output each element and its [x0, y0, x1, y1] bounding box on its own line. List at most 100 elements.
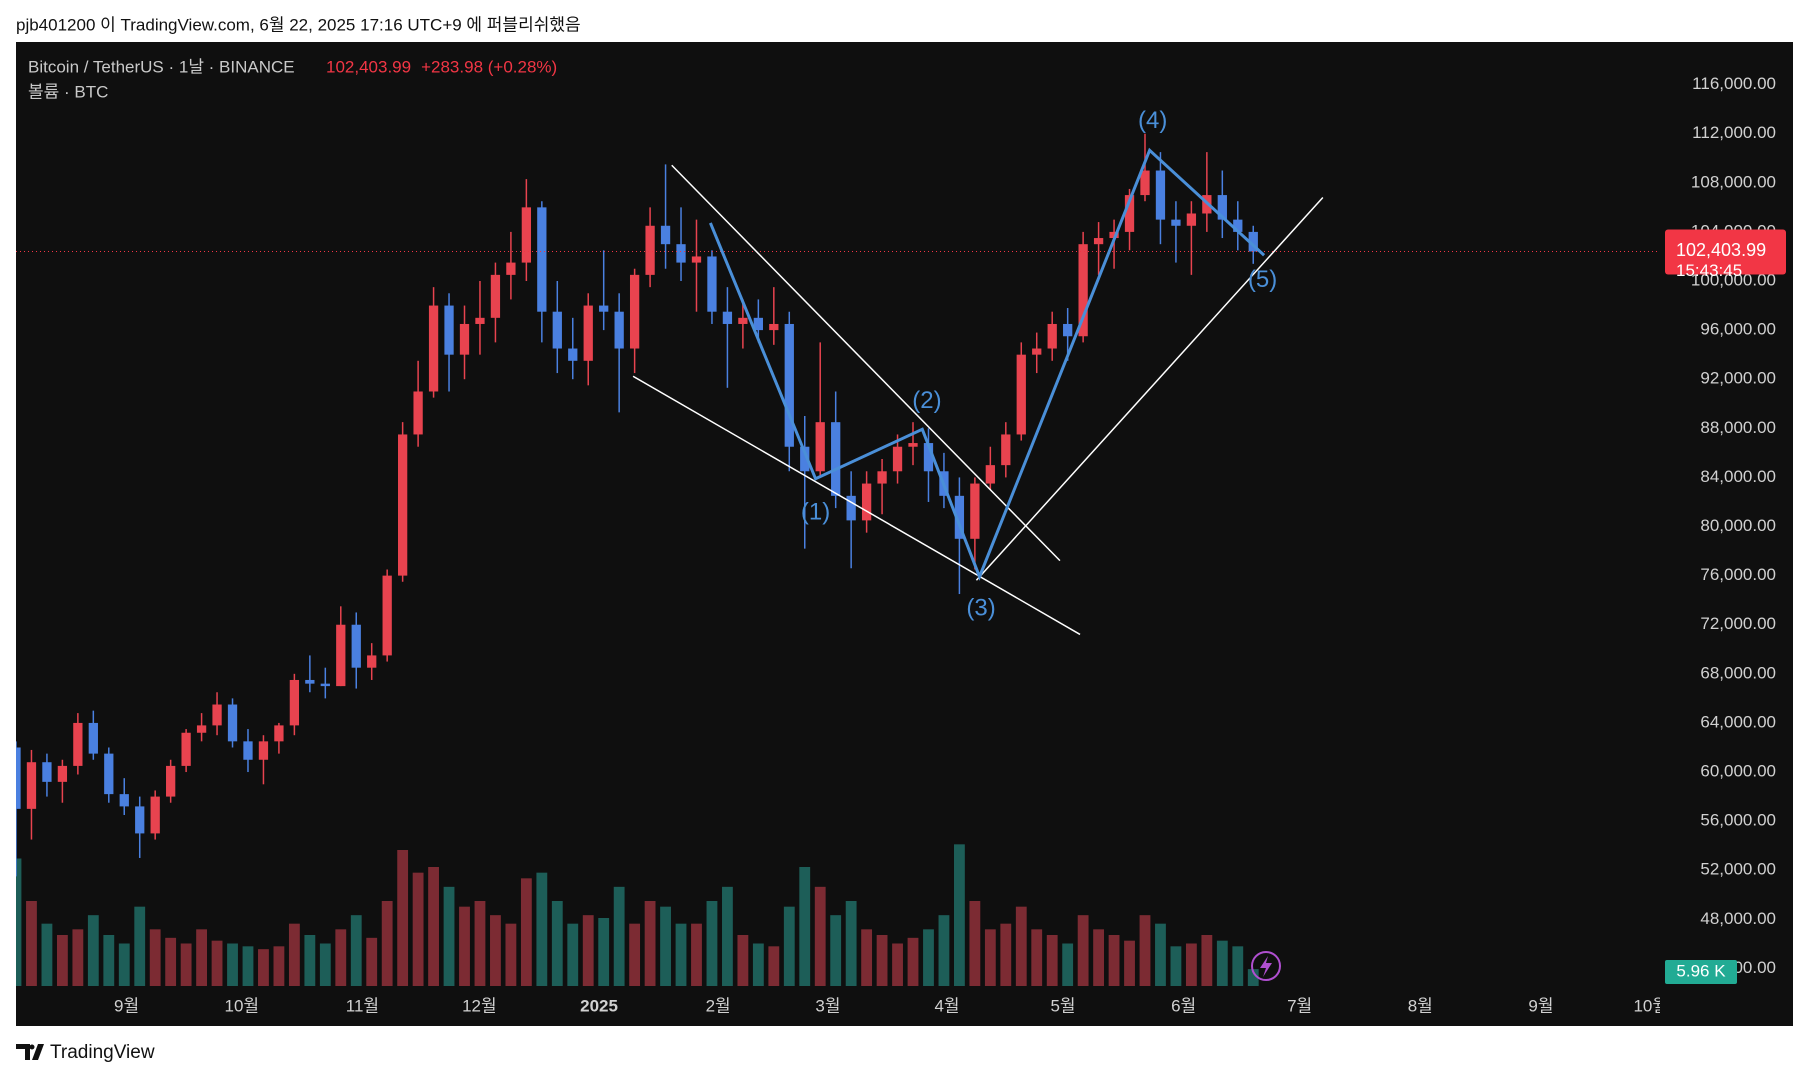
- volume-bar: [969, 901, 981, 986]
- y-tick-label: 84,000.00: [1700, 467, 1776, 486]
- y-tick-label: 96,000.00: [1700, 320, 1776, 339]
- volume-label: 5.96 K: [1676, 961, 1726, 980]
- volume-bar: [783, 906, 795, 986]
- candle-body: [413, 391, 423, 435]
- volume-bar: [273, 946, 285, 986]
- candle-body: [305, 679, 315, 684]
- candle-body: [274, 725, 284, 742]
- volume-bar: [907, 937, 919, 986]
- volume-bar: [536, 872, 548, 986]
- candle-body: [1032, 348, 1042, 355]
- volume-bar: [41, 923, 53, 986]
- volume-bar: [319, 943, 331, 986]
- volume-bar: [16, 858, 22, 986]
- volume-bar: [103, 935, 115, 986]
- wave-label: (3): [966, 594, 995, 621]
- volume-bar: [799, 867, 811, 986]
- candle-body: [367, 655, 377, 668]
- x-tick-label: 2월: [706, 996, 731, 1015]
- volume-bar: [984, 929, 996, 986]
- candle-body: [583, 305, 593, 361]
- candle-body: [537, 207, 547, 312]
- volume-bar: [227, 943, 238, 986]
- lightning-circle[interactable]: [1251, 951, 1281, 981]
- volume-bar: [768, 946, 780, 986]
- volume-bar: [1108, 935, 1120, 986]
- candle-body: [660, 225, 671, 245]
- lightning-bolt[interactable]: [1260, 956, 1272, 977]
- candle-body: [444, 305, 454, 355]
- x-tick-label: 10월: [225, 996, 260, 1015]
- y-tick-label: 112,000.00: [1692, 123, 1776, 142]
- candle-body: [738, 317, 748, 324]
- candle-body: [954, 495, 965, 539]
- candle-body: [1063, 323, 1073, 337]
- candle-body: [459, 323, 470, 355]
- candle-body: [73, 722, 83, 766]
- y-tick-label: 116,000.00: [1692, 74, 1776, 93]
- y-tick-label: 100,000.00: [1691, 270, 1776, 289]
- volume-label-box: [1665, 960, 1737, 984]
- wave-label: (1): [801, 499, 830, 526]
- volume-bar: [1232, 946, 1244, 986]
- price-label-box: [1665, 229, 1786, 275]
- volume-bar: [830, 915, 842, 986]
- volume-bar: [582, 915, 594, 986]
- x-tick-label: 8월: [1408, 996, 1433, 1015]
- volume-bar: [737, 935, 749, 986]
- logo-mark: [16, 1044, 44, 1060]
- volume-bar: [474, 901, 486, 986]
- candle-body: [398, 434, 408, 576]
- trendline: [975, 197, 1324, 581]
- candle-body: [1001, 434, 1011, 466]
- volume-bar: [1000, 923, 1012, 986]
- y-tick-label: 48,000.00: [1700, 909, 1776, 928]
- lightning-icon[interactable]: [1251, 951, 1281, 981]
- volume-bar: [675, 923, 687, 986]
- volume-bar: [706, 901, 718, 986]
- volume-bar: [490, 915, 501, 986]
- x-tick-label: 12월: [462, 996, 497, 1015]
- candle-body: [1140, 170, 1150, 196]
- trendline: [632, 375, 1081, 636]
- volume-bar: [134, 906, 146, 986]
- y-tick-label: 92,000.00: [1700, 369, 1776, 388]
- volume-bar: [381, 901, 393, 986]
- volume-bar: [938, 915, 950, 986]
- candle-body: [490, 274, 501, 318]
- volume-bar: [892, 943, 903, 986]
- volume-bar: [350, 915, 362, 986]
- volume-bar: [1155, 923, 1166, 986]
- candle-body: [1078, 244, 1088, 337]
- x-tick-label: 5월: [1050, 996, 1075, 1015]
- candle-body: [42, 762, 52, 782]
- price-label: 102,403.99: [1676, 240, 1766, 260]
- y-tick-label: 64,000.00: [1700, 712, 1776, 731]
- candle-body: [1109, 231, 1119, 239]
- volume-bar: [1015, 906, 1027, 986]
- volume-bar: [1093, 929, 1105, 986]
- wave-line: [709, 147, 1266, 581]
- volume-bar: [845, 901, 857, 986]
- candle-body: [181, 732, 191, 766]
- volume-bar: [551, 901, 563, 986]
- candle-body: [769, 323, 779, 331]
- candle-body: [892, 446, 903, 472]
- volume-bar: [412, 872, 424, 986]
- volume-bar: [1201, 935, 1213, 986]
- candle-body: [691, 256, 702, 263]
- candle-body: [970, 483, 980, 539]
- volume-bar: [180, 943, 192, 986]
- volume-bar: [1216, 940, 1228, 986]
- candle-body: [521, 207, 532, 263]
- volume-bar: [1077, 915, 1089, 986]
- x-tick-label: 11월: [346, 996, 379, 1015]
- wave-label: (4): [1138, 107, 1167, 134]
- candle-body: [707, 256, 717, 312]
- y-tick-label: 52,000.00: [1700, 860, 1776, 879]
- y-tick-label: 60,000.00: [1700, 762, 1776, 781]
- volume-bar: [598, 918, 610, 986]
- volume-bar: [722, 886, 733, 986]
- wave-label: (5): [1248, 266, 1277, 293]
- volume-bar: [26, 901, 37, 986]
